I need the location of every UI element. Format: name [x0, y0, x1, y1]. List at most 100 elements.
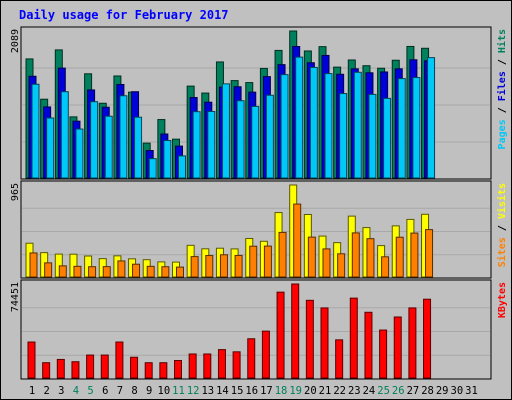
bar-kbytes-day-14 — [217, 349, 226, 379]
bar-pages-day-6 — [104, 115, 113, 179]
bar-pages-day-21 — [324, 73, 333, 179]
bar-pages-day-14 — [221, 83, 230, 179]
bar-kbytes-day-4 — [71, 361, 80, 379]
bar-sites-day-4 — [73, 265, 82, 278]
day-label-5: 5 — [87, 385, 93, 397]
bar-kbytes-day-5 — [86, 354, 95, 379]
bar-sites-day-28 — [425, 229, 434, 278]
bar-sites-day-20 — [307, 236, 316, 278]
bar-sites-day-18 — [278, 231, 287, 278]
bar-sites-day-11 — [176, 266, 184, 278]
bar-kbytes-day-15 — [232, 351, 241, 379]
bar-kbytes-day-23 — [349, 297, 358, 379]
day-label-21: 21 — [319, 385, 332, 397]
legend-kbytes: KBytes — [497, 282, 508, 318]
bar-sites-day-21 — [322, 248, 331, 278]
bar-kbytes-day-9 — [144, 362, 153, 379]
bar-sites-day-9 — [146, 265, 155, 278]
bar-sites-day-12 — [190, 256, 199, 278]
bar-kbytes-day-21 — [320, 307, 329, 379]
bar-kbytes-day-10 — [159, 362, 168, 379]
bar-pages-day-8 — [134, 116, 143, 179]
bar-pages-day-16 — [251, 105, 260, 179]
bar-sites-day-26 — [395, 236, 404, 278]
bar-sites-day-17 — [263, 245, 272, 278]
legend-visits: Sites / Visits — [496, 183, 508, 267]
bar-sites-day-13 — [205, 255, 214, 278]
max-label-usage: 2089 — [10, 29, 21, 53]
day-label-11: 11 — [172, 385, 185, 397]
bar-pages-day-23 — [353, 71, 362, 179]
legend-usage: Pages / Files / Hits — [496, 29, 508, 149]
bar-pages-day-4 — [75, 128, 84, 179]
bar-kbytes-day-26 — [393, 316, 402, 379]
bar-sites-day-15 — [234, 254, 243, 278]
bar-kbytes-day-7 — [115, 341, 124, 379]
bar-pages-day-27 — [412, 77, 421, 179]
day-label-7: 7 — [117, 385, 123, 397]
day-label-19: 19 — [289, 385, 302, 397]
bar-sites-day-22 — [337, 253, 346, 278]
legend-separator: / — [497, 101, 508, 119]
day-label-31: 31 — [465, 385, 478, 397]
legend-separator: / — [497, 53, 508, 71]
bar-pages-day-10 — [163, 140, 172, 179]
bar-sites-day-19 — [293, 203, 302, 278]
bar-kbytes-day-12 — [188, 353, 197, 379]
bar-sites-day-2 — [44, 262, 53, 278]
bar-pages-day-24 — [368, 93, 377, 179]
bar-pages-day-26 — [397, 78, 406, 179]
day-label-25: 25 — [377, 385, 390, 397]
bar-pages-day-25 — [383, 97, 392, 179]
max-label-kbytes: 74451 — [10, 282, 21, 312]
bar-pages-day-18 — [280, 74, 289, 179]
bar-sites-day-10 — [161, 266, 170, 278]
day-label-10: 10 — [158, 385, 171, 397]
bar-kbytes-day-13 — [203, 353, 212, 379]
bar-sites-day-27 — [410, 232, 419, 278]
bar-kbytes-day-27 — [408, 307, 417, 379]
bar-kbytes-day-20 — [305, 299, 314, 379]
bar-sites-day-1 — [29, 252, 38, 278]
bar-kbytes-day-22 — [335, 339, 344, 379]
day-label-22: 22 — [333, 385, 346, 397]
bar-sites-day-23 — [351, 232, 360, 278]
day-label-12: 12 — [187, 385, 200, 397]
day-label-26: 26 — [392, 385, 405, 397]
bar-pages-day-22 — [339, 93, 348, 179]
day-label-17: 17 — [260, 385, 273, 397]
day-label-8: 8 — [131, 385, 137, 397]
bar-pages-day-13 — [207, 110, 216, 179]
bar-kbytes-day-18 — [276, 291, 285, 379]
bar-sites-day-6 — [102, 266, 111, 278]
bar-pages-day-20 — [309, 66, 318, 179]
bar-sites-day-3 — [58, 265, 67, 278]
day-label-9: 9 — [146, 385, 152, 397]
bar-kbytes-day-25 — [379, 329, 388, 379]
day-label-1: 1 — [29, 385, 35, 397]
bar-pages-day-15 — [236, 100, 245, 179]
bar-pages-day-28 — [427, 57, 436, 179]
bar-kbytes-day-28 — [423, 298, 432, 379]
bar-pages-day-17 — [265, 94, 274, 179]
bar-pages-day-7 — [119, 95, 128, 179]
bar-sites-day-14 — [219, 254, 228, 278]
day-label-6: 6 — [102, 385, 108, 397]
bar-kbytes-day-17 — [261, 330, 270, 379]
bar-kbytes-day-3 — [56, 358, 65, 379]
bar-kbytes-day-16 — [247, 338, 256, 379]
bar-kbytes-day-19 — [291, 283, 300, 379]
day-label-13: 13 — [201, 385, 214, 397]
bar-sites-day-24 — [366, 238, 375, 278]
bar-pages-day-11 — [178, 155, 186, 179]
bar-kbytes-day-8 — [130, 356, 139, 379]
legend-visits: Visits — [496, 183, 508, 219]
legend-pages: Pages — [497, 119, 508, 149]
bar-kbytes-day-11 — [174, 360, 182, 379]
bar-sites-day-5 — [88, 266, 97, 278]
legend-files: Files — [496, 71, 508, 101]
day-label-27: 27 — [407, 385, 420, 397]
bar-kbytes-day-6 — [100, 354, 109, 379]
